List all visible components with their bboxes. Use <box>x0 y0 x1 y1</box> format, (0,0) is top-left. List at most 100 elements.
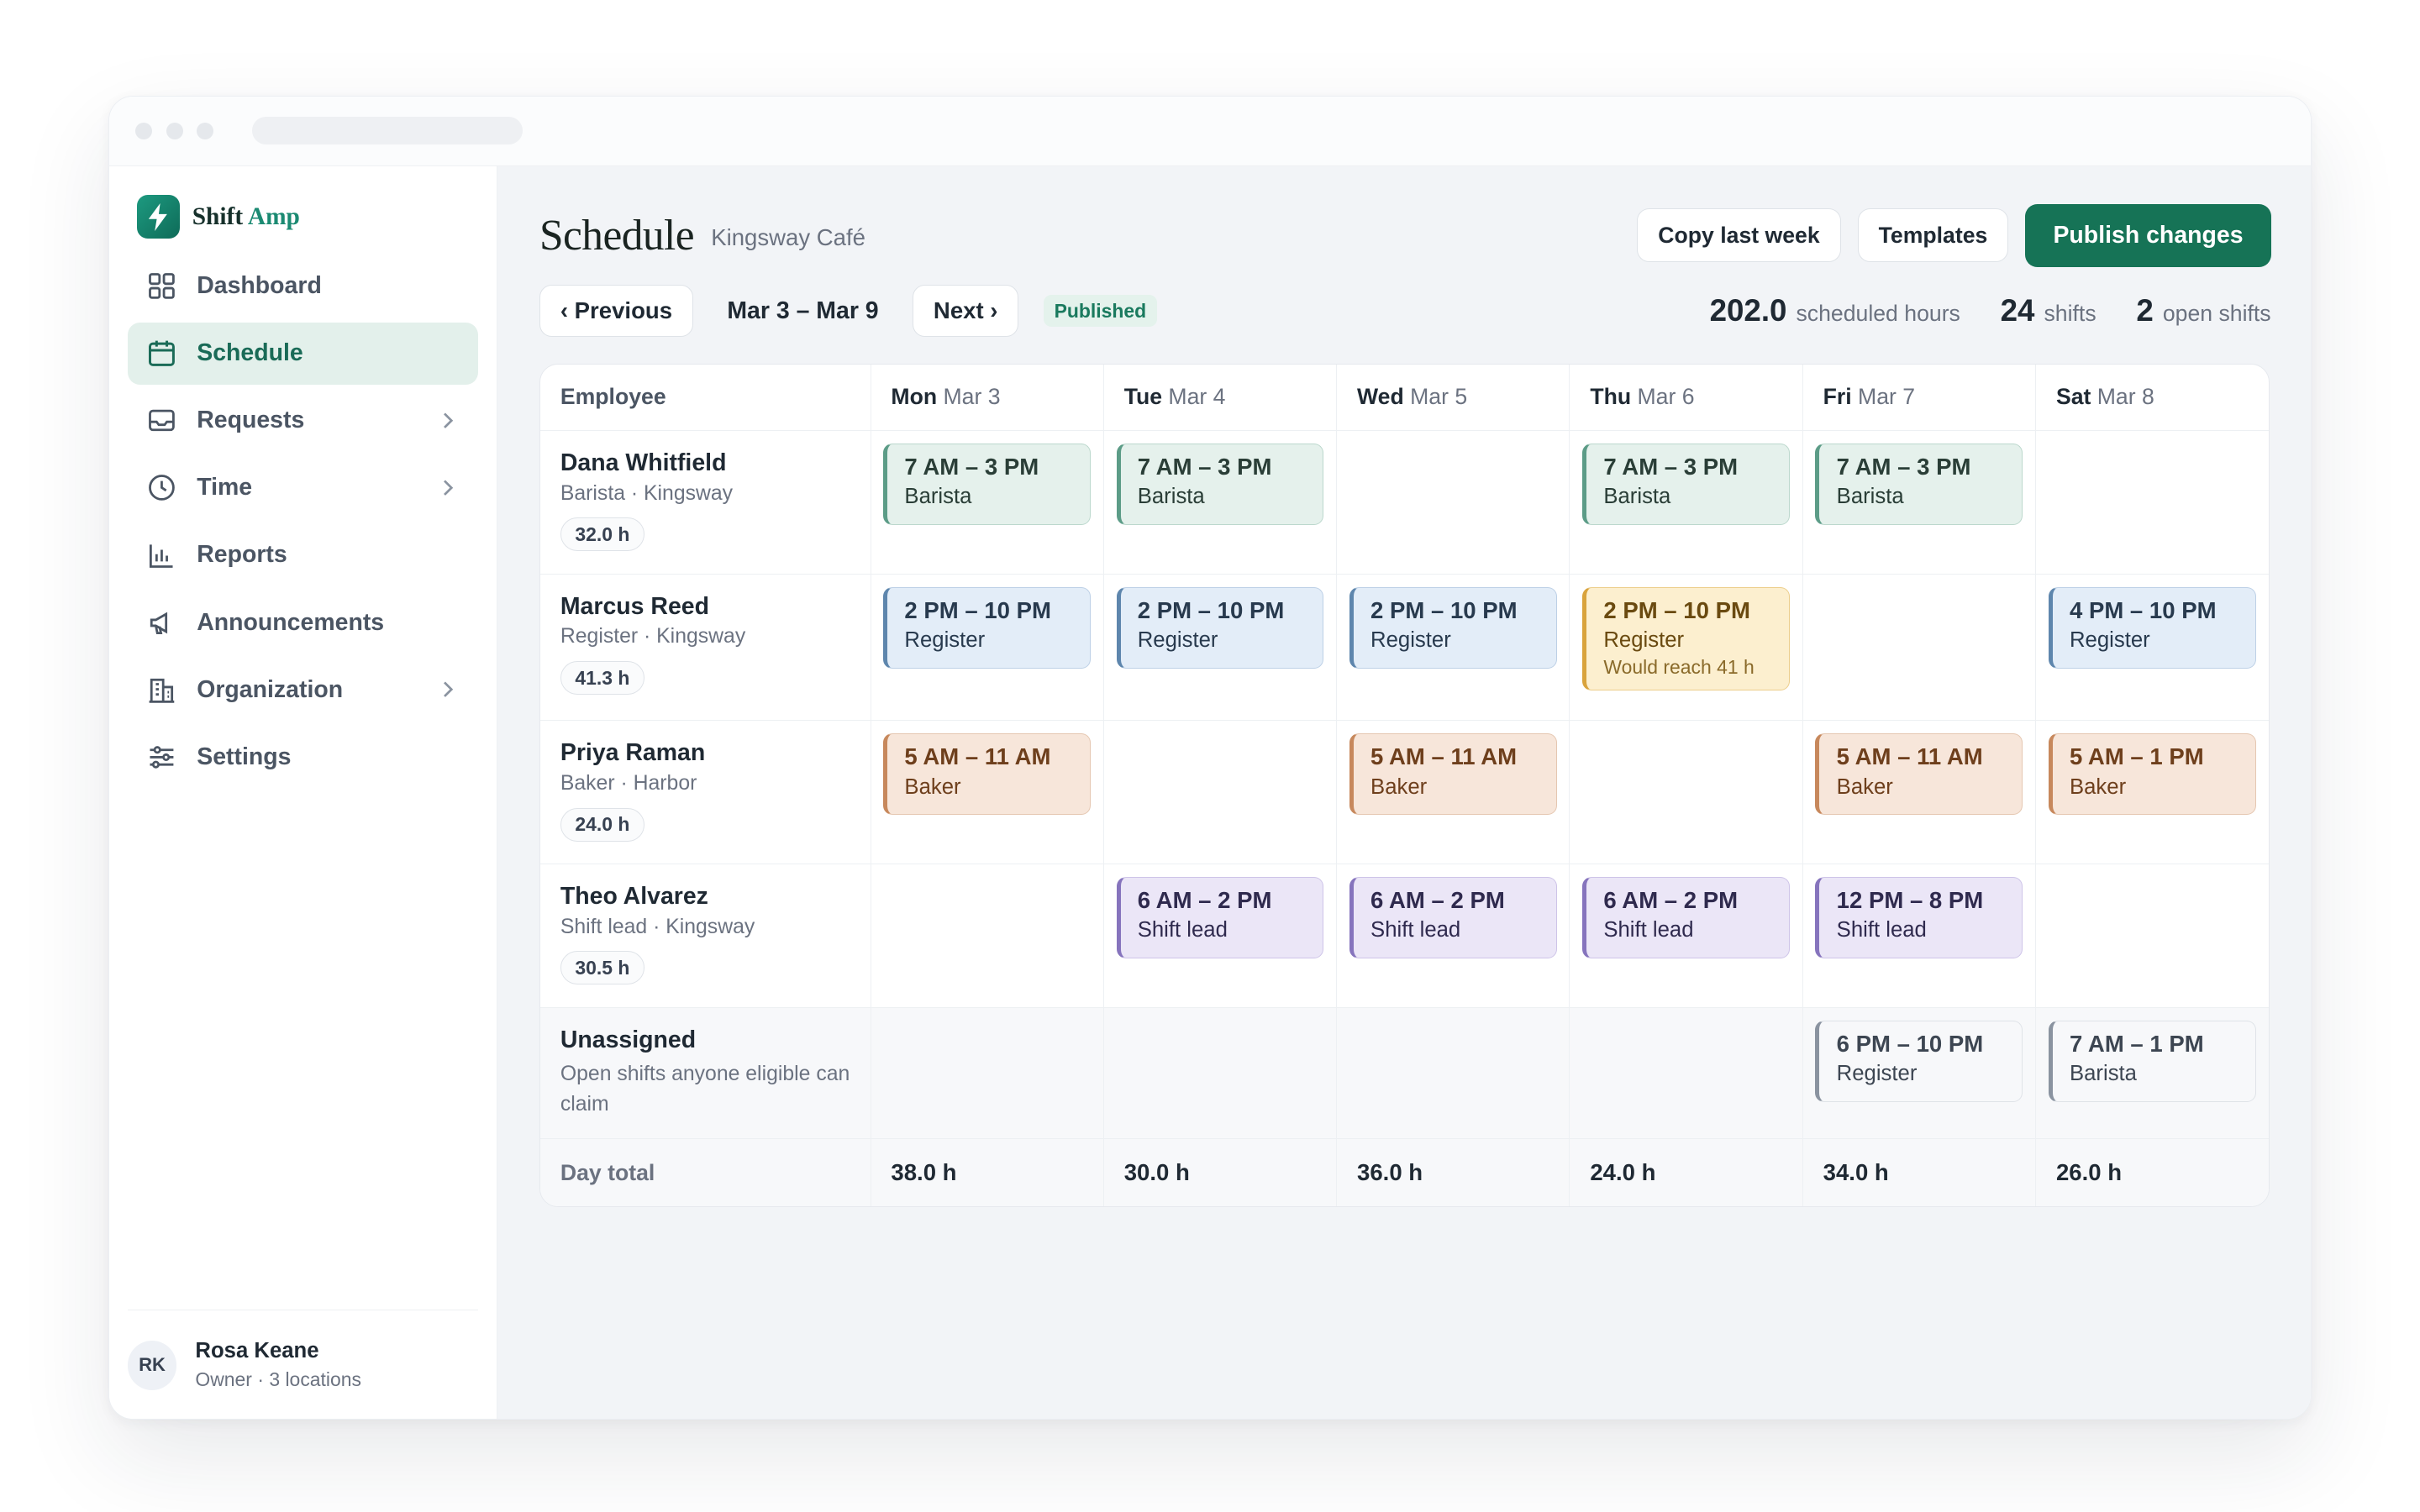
day-total-value: 26.0 h <box>2035 1138 2269 1207</box>
shift-card[interactable]: 5 AM – 11 AM Baker <box>1349 733 1557 816</box>
shift-time: 5 AM – 11 AM <box>1836 743 1983 770</box>
sidebar-item-schedule[interactable]: Schedule <box>127 323 479 385</box>
schedule-cell[interactable]: 2 PM – 10 PM Register Would reach 41 h <box>1569 574 1803 722</box>
sidebar-item-requests[interactable]: Requests <box>128 390 479 451</box>
shift-card[interactable]: 6 AM – 2 PM Shift lead <box>1582 876 1791 959</box>
schedule-cell[interactable]: 7 AM – 3 PM Barista <box>1569 430 1803 575</box>
schedule-cell[interactable]: 4 PM – 10 PM Register <box>2035 574 2269 722</box>
day-total-value: 30.0 h <box>1103 1138 1338 1207</box>
shift-card[interactable]: 6 PM – 10 PM Register <box>1815 1020 2023 1102</box>
schedule-cell[interactable]: 5 AM – 1 PM Baker <box>2035 720 2269 865</box>
unassigned-row: Unassigned Open shifts anyone eligible ca… <box>539 1007 2269 1140</box>
schedule-cell[interactable] <box>871 1007 1104 1140</box>
brand-logo[interactable]: Shift Amp <box>128 194 479 240</box>
shift-card[interactable]: 7 AM – 3 PM Barista <box>1116 443 1324 526</box>
shift-card[interactable]: 7 AM – 3 PM Barista <box>1815 443 2023 526</box>
employee-role: Barista · Kingsway <box>560 481 734 505</box>
schedule-cell[interactable] <box>1569 720 1803 865</box>
stat-hours: 202.0 scheduled hours <box>1709 293 1960 328</box>
schedule-cell[interactable] <box>1103 720 1338 865</box>
templates-button[interactable]: Templates <box>1857 208 2009 263</box>
employee-name[interactable]: Dana Whitfield <box>560 449 727 477</box>
schedule-cell[interactable]: 6 AM – 2 PM Shift lead <box>1569 864 1803 1008</box>
schedule-cell[interactable] <box>1336 1007 1570 1140</box>
shift-card[interactable]: 5 AM – 11 AM Baker <box>883 733 1092 816</box>
shift-time: 2 PM – 10 PM <box>1603 596 1750 623</box>
avatar: RK <box>127 1340 177 1390</box>
shift-card[interactable]: 7 AM – 1 PM Barista <box>2048 1020 2257 1102</box>
schedule-stats: 202.0 scheduled hours 24 shifts 2 open shif… <box>1710 293 2271 328</box>
shift-time: 6 AM – 2 PM <box>1370 886 1505 913</box>
employee-name[interactable]: Theo Alvarez <box>560 883 708 911</box>
next-week-button[interactable]: Next › <box>913 284 1019 338</box>
schedule-cell[interactable]: 2 PM – 10 PM Register <box>1336 574 1570 722</box>
sidebar-item-time[interactable]: Time <box>128 457 479 518</box>
shift-card[interactable]: 4 PM – 10 PM Register <box>2048 586 2257 669</box>
schedule-cell[interactable]: 6 PM – 10 PM Register <box>1802 1007 2037 1140</box>
sidebar-item-settings[interactable]: Settings <box>128 726 479 787</box>
shift-card[interactable]: 2 PM – 10 PM Register <box>1116 586 1324 669</box>
schedule-cell[interactable]: 7 AM – 3 PM Barista <box>871 430 1104 575</box>
shift-card[interactable]: 2 PM – 10 PM Register <box>883 586 1092 669</box>
shift-card[interactable]: 6 AM – 2 PM Shift lead <box>1116 876 1324 959</box>
schedule-cell[interactable]: 2 PM – 10 PM Register <box>1103 574 1338 722</box>
employee-cell: Marcus Reed Register · Kingsway 41.3 h <box>539 574 871 722</box>
sliders-icon <box>146 741 179 774</box>
publish-changes-button[interactable]: Publish changes <box>2025 203 2271 267</box>
employee-role: Baker · Harbor <box>560 771 697 795</box>
shift-card[interactable]: 7 AM – 3 PM Barista <box>883 443 1092 526</box>
schedule-cell[interactable]: 5 AM – 11 AM Baker <box>1336 720 1570 865</box>
page-title: Schedule <box>539 211 695 260</box>
schedule-cell[interactable]: 12 PM – 8 PM Shift lead <box>1802 864 2037 1008</box>
schedule-cell[interactable] <box>1336 430 1570 575</box>
sidebar-item-dashboard[interactable]: Dashboard <box>128 255 479 317</box>
grid-icon <box>146 270 179 302</box>
megaphone-icon <box>146 606 179 639</box>
day-column-header: Thu Mar 6 <box>1569 364 1803 432</box>
sidebar-item-announcements[interactable]: Announcements <box>128 591 479 653</box>
sidebar-item-reports[interactable]: Reports <box>128 524 479 585</box>
shift-card[interactable]: 6 AM – 2 PM Shift lead <box>1349 876 1557 959</box>
window-close-dot[interactable] <box>134 122 152 139</box>
schedule-cell[interactable]: 7 AM – 1 PM Barista <box>2035 1007 2269 1140</box>
window-maximize-dot[interactable] <box>197 122 214 139</box>
schedule-cell[interactable] <box>2035 864 2269 1008</box>
schedule-cell[interactable]: 5 AM – 11 AM Baker <box>871 720 1104 865</box>
day-total-label: Day total <box>539 1138 871 1207</box>
address-bar[interactable] <box>252 117 523 145</box>
schedule-cell[interactable]: 2 PM – 10 PM Register <box>871 574 1104 722</box>
employee-name[interactable]: Priya Raman <box>560 739 706 767</box>
window-minimize-dot[interactable] <box>166 122 183 139</box>
shift-card[interactable]: 2 PM – 10 PM Register <box>1349 586 1557 669</box>
schedule-cell[interactable] <box>1103 1007 1338 1140</box>
shift-role: Baker <box>904 774 961 799</box>
shift-card[interactable]: 5 AM – 11 AM Baker <box>1815 733 2023 816</box>
shift-card[interactable]: 5 AM – 1 PM Baker <box>2048 733 2257 816</box>
day-column-header: Wed Mar 5 <box>1336 364 1570 432</box>
user-profile[interactable]: RK Rosa Keane Owner · 3 locations <box>127 1309 479 1419</box>
sidebar-item-organization[interactable]: Organization <box>128 659 479 720</box>
schedule-cell[interactable] <box>1569 1007 1803 1140</box>
previous-week-button[interactable]: ‹ Previous <box>539 284 693 338</box>
day-total-value: 34.0 h <box>1802 1138 2037 1207</box>
employee-name[interactable]: Marcus Reed <box>560 592 709 620</box>
shift-role: Register <box>904 628 986 653</box>
copy-last-week-button[interactable]: Copy last week <box>1637 208 1841 263</box>
shift-card[interactable]: 7 AM – 3 PM Barista <box>1582 443 1791 526</box>
shift-time: 5 AM – 1 PM <box>2069 743 2204 770</box>
schedule-cell[interactable]: 7 AM – 3 PM Barista <box>1103 430 1338 575</box>
shift-card[interactable]: 12 PM – 8 PM Shift lead <box>1815 876 2023 959</box>
schedule-cell[interactable]: 6 AM – 2 PM Shift lead <box>1336 864 1570 1008</box>
shift-time: 7 AM – 3 PM <box>1137 453 1272 480</box>
schedule-cell[interactable]: 5 AM – 11 AM Baker <box>1802 720 2037 865</box>
shift-role: Baker <box>1370 774 1428 799</box>
schedule-cell[interactable] <box>1802 574 2037 722</box>
shift-card[interactable]: 2 PM – 10 PM Register Would reach 41 h <box>1582 586 1791 690</box>
schedule-cell[interactable] <box>2035 430 2269 575</box>
hours-badge: 24.0 h <box>560 807 644 842</box>
schedule-cell[interactable]: 6 AM – 2 PM Shift lead <box>1103 864 1338 1008</box>
schedule-grid: Employee Mon Mar 3 Tue Mar 4 Wed Mar 5 Thu Mar … <box>539 363 2270 1208</box>
schedule-cell[interactable] <box>871 864 1104 1008</box>
schedule-cell[interactable]: 7 AM – 3 PM Barista <box>1802 430 2037 575</box>
shift-time: 5 AM – 11 AM <box>904 743 1051 770</box>
